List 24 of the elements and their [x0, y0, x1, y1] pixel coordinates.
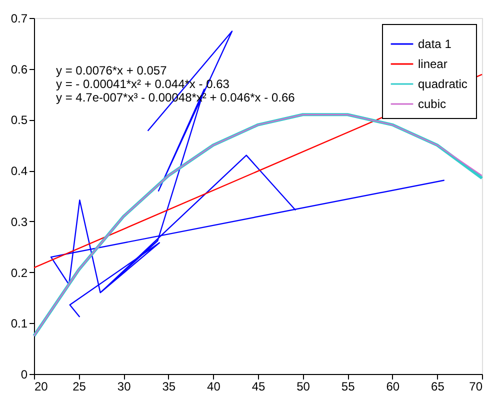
x-tick-label: 45 [252, 380, 266, 394]
x-tick-label: 25 [72, 380, 86, 394]
x-tick-label: 30 [117, 380, 132, 394]
x-tick-label: 65 [431, 380, 445, 394]
y-tick-label: 0.3 [10, 214, 28, 229]
x-tick-label: 35 [162, 380, 176, 394]
y-tick-label: 0.4 [10, 164, 28, 178]
y-tick-label: 0.6 [10, 62, 28, 76]
y-tick-label: 0.7 [10, 12, 28, 26]
legend-label: linear [418, 57, 448, 71]
legend-label: cubic [418, 97, 446, 111]
legend-label: quadratic [418, 77, 468, 91]
x-tick-label: 60 [386, 380, 400, 394]
y-tick-label: 0.5 [10, 113, 28, 128]
annotation: y = 0.0076*x + 0.057 [56, 64, 168, 78]
x-tick-label: 70 [469, 380, 483, 394]
y-tick-label: 0.2 [10, 266, 28, 280]
x-tick-label: 20 [34, 380, 48, 394]
x-tick-label: 50 [296, 380, 310, 394]
legend-label: data 1 [418, 37, 452, 51]
y-tick-label: 0 [20, 368, 28, 382]
y-tick-label: 0.1 [10, 316, 28, 331]
x-tick-label: 40 [207, 380, 221, 394]
x-tick-label: 55 [341, 380, 356, 394]
